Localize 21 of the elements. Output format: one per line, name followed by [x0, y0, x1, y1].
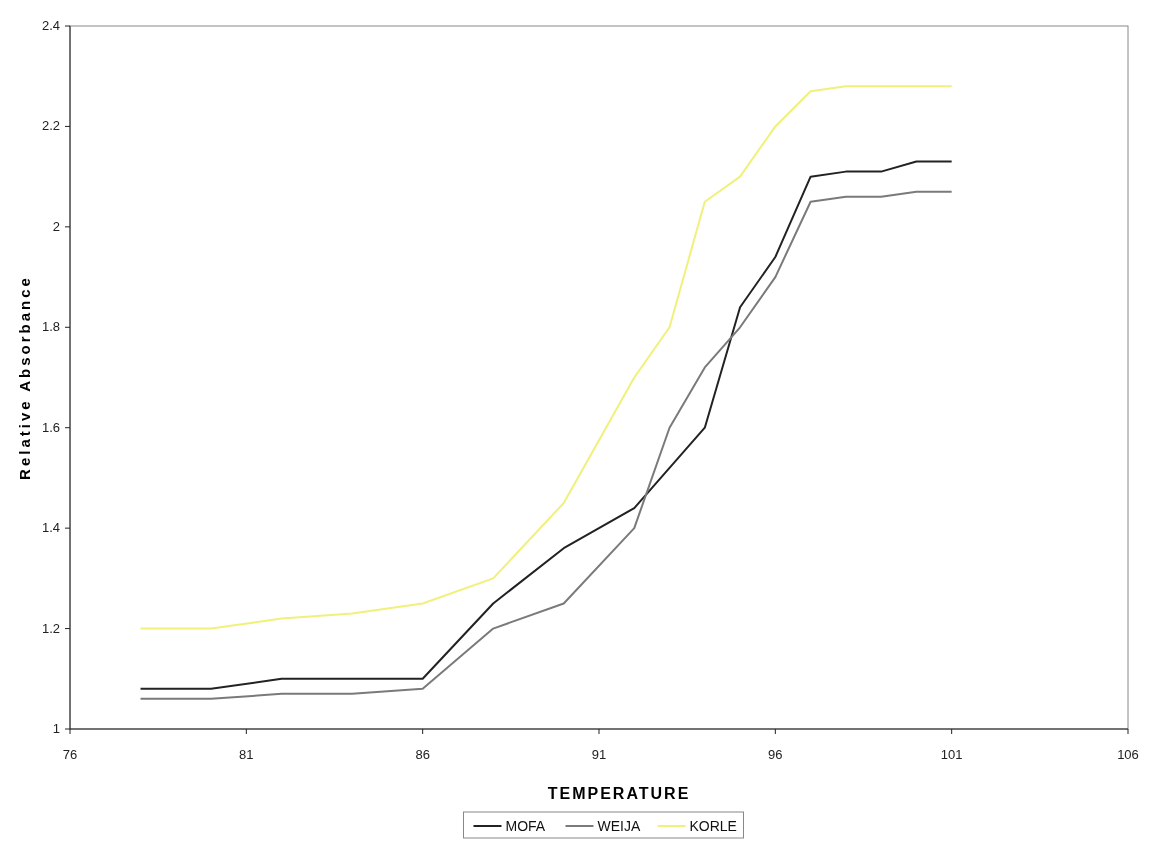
- y-tick-label: 1: [52, 721, 60, 736]
- y-axis-title: Relative Absorbance: [16, 275, 33, 480]
- x-tick-label: 81: [239, 747, 254, 762]
- x-tick-label: 96: [768, 747, 783, 762]
- x-tick-label: 91: [591, 747, 607, 762]
- y-tick-label: 2.2: [41, 118, 60, 134]
- legend-label: MOFA: [505, 818, 546, 834]
- legend-label: KORLE: [689, 818, 737, 834]
- y-tick-label: 1.8: [41, 319, 60, 335]
- line-series: [139, 85, 953, 630]
- x-axis-title: TEMPERATURE: [547, 785, 691, 802]
- y-tick-label: 2: [52, 218, 60, 234]
- legend-label: WEIJA: [597, 818, 641, 834]
- x-tick-label: 76: [62, 747, 78, 762]
- y-tick-label: 1.4: [41, 520, 60, 536]
- x-tick-label: 86: [415, 747, 430, 762]
- x-tick-label: 101: [940, 747, 963, 762]
- x-tick-label: 106: [1117, 747, 1139, 762]
- y-tick-label: 1.6: [41, 419, 60, 435]
- y-tick-label: 2.4: [41, 18, 60, 33]
- y-tick-label: 1.2: [41, 620, 60, 636]
